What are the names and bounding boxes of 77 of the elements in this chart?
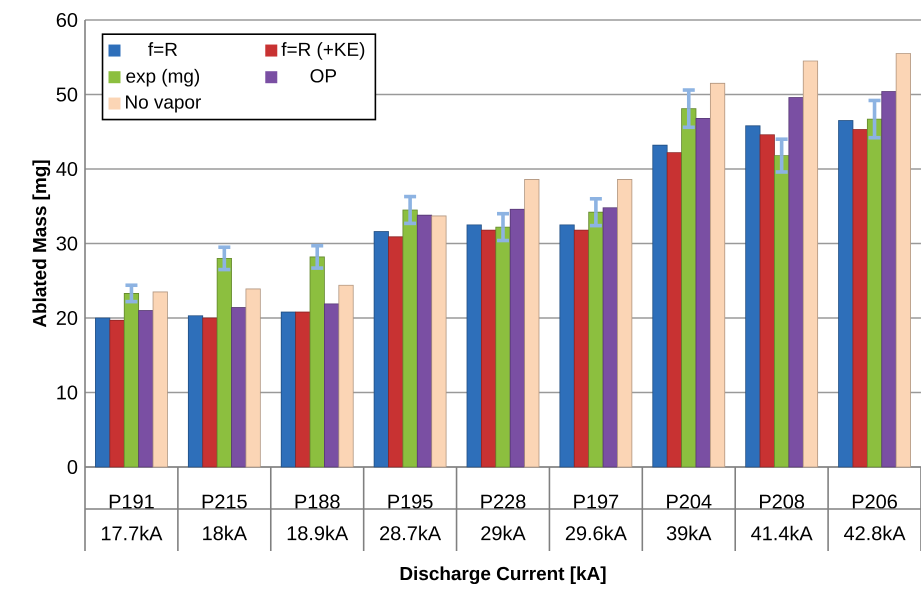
bar	[95, 318, 110, 468]
legend-label: No vapor	[126, 96, 201, 112]
bar	[852, 129, 868, 468]
bar	[866, 118, 882, 468]
bar	[696, 118, 711, 468]
bar	[295, 312, 310, 468]
text: 41.4kA	[751, 526, 813, 540]
bar	[510, 208, 525, 468]
bar	[216, 258, 232, 468]
text: 18kA	[203, 526, 247, 540]
bar	[152, 292, 168, 468]
y-tick-label: 60	[56, 12, 78, 28]
bar	[617, 179, 632, 468]
bar	[480, 230, 496, 468]
bar	[124, 293, 140, 468]
bar	[524, 179, 540, 468]
bar	[416, 214, 432, 468]
bar	[652, 144, 668, 468]
x-tick-label: P195	[388, 494, 433, 509]
text: 39kA	[666, 526, 712, 540]
x-tick-label: P204	[667, 494, 712, 509]
text: 17.7kA	[102, 526, 162, 540]
x-tick-label: P188	[296, 494, 340, 509]
x-tick-label: P215	[202, 494, 247, 509]
y-axis-title: Ablated Mass [mg]	[32, 160, 50, 328]
bar	[881, 91, 897, 468]
bar	[760, 134, 775, 468]
y-tick-label: 40	[56, 162, 78, 176]
legend-label: exp (mg)	[126, 68, 200, 87]
legend-label: OP	[310, 69, 336, 83]
y-tick-label: 10	[57, 385, 78, 400]
bar	[431, 216, 446, 468]
bar	[788, 97, 804, 468]
bar	[681, 108, 696, 468]
legend-label: f=R	[148, 42, 178, 56]
bar	[324, 303, 340, 468]
text: 42.8kA	[844, 526, 906, 540]
text: 18.9kA	[288, 526, 348, 540]
bar	[231, 307, 246, 468]
bar	[838, 120, 854, 468]
bar	[109, 320, 125, 468]
bar	[896, 53, 911, 468]
bar	[202, 318, 218, 468]
bar	[559, 224, 575, 468]
bar	[280, 312, 296, 468]
bar	[138, 310, 154, 468]
text: 28.7kA	[380, 526, 442, 540]
bar	[374, 231, 389, 468]
text: 29.6kA	[566, 526, 627, 540]
text: 29kA	[481, 526, 526, 540]
bar	[666, 152, 682, 468]
y-tick-label: 20	[56, 310, 78, 326]
bar	[310, 256, 325, 468]
y-tick-label: 0	[68, 460, 78, 474]
bar	[188, 315, 204, 468]
bar	[402, 210, 418, 468]
bar	[774, 155, 790, 468]
y-tick-label: 50	[56, 87, 78, 102]
legend-label: f=R (+KE)	[282, 42, 364, 60]
bar	[338, 284, 354, 468]
y-tick-label: 30	[56, 236, 78, 251]
x-tick-label: P206	[852, 494, 897, 509]
bar	[802, 60, 818, 468]
bar	[246, 288, 261, 468]
bar	[588, 212, 604, 468]
bar	[710, 82, 726, 468]
x-tick-label: P208	[760, 494, 804, 509]
bar	[495, 226, 511, 468]
x-tick-label: P197	[574, 494, 618, 509]
bar	[388, 236, 404, 468]
bar	[745, 125, 760, 468]
bar	[466, 224, 482, 468]
x-tick-label: P228	[481, 494, 526, 509]
x-tick-label: P191	[110, 494, 154, 509]
x-axis-title: Discharge Current [kA]	[400, 566, 606, 584]
bar	[602, 207, 618, 468]
bar	[574, 230, 590, 468]
